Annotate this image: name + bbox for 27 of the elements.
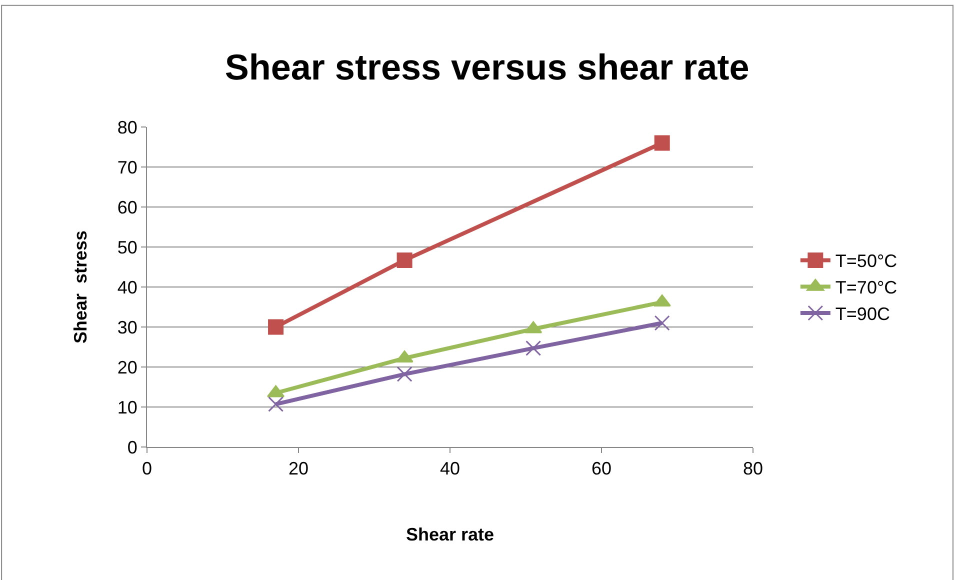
y-tick-label: 20 <box>117 357 138 378</box>
y-tick-label: 50 <box>117 237 138 258</box>
x-tick-label: 40 <box>440 458 460 479</box>
y-tick-label: 30 <box>117 317 138 338</box>
point <box>268 396 284 412</box>
y-tick-label: 70 <box>117 157 138 178</box>
y-tick-label: 60 <box>117 197 138 218</box>
x-tick-label: 80 <box>742 458 764 479</box>
y-tick-label: 80 <box>117 117 138 138</box>
y-tick-label: 0 <box>127 437 138 458</box>
point <box>654 135 670 151</box>
chart-title: Shear stress versus shear rate <box>224 46 750 88</box>
point <box>396 252 412 268</box>
legend-label: T=70°C <box>835 278 898 298</box>
y-tick-label: 10 <box>117 397 138 418</box>
y-axis-title: Shear stress <box>70 230 91 344</box>
x-tick-label: 0 <box>142 458 152 479</box>
x-tick-label: 60 <box>591 458 612 479</box>
point <box>654 315 670 331</box>
x-tick-label: 20 <box>288 458 309 479</box>
point <box>396 366 412 382</box>
legend-label: T=90C <box>835 304 890 324</box>
legend-label: T=50°C <box>835 251 898 272</box>
y-tick-label: 40 <box>117 277 138 298</box>
point <box>268 319 284 335</box>
x-axis-title: Shear rate <box>406 524 494 545</box>
point <box>526 340 542 356</box>
